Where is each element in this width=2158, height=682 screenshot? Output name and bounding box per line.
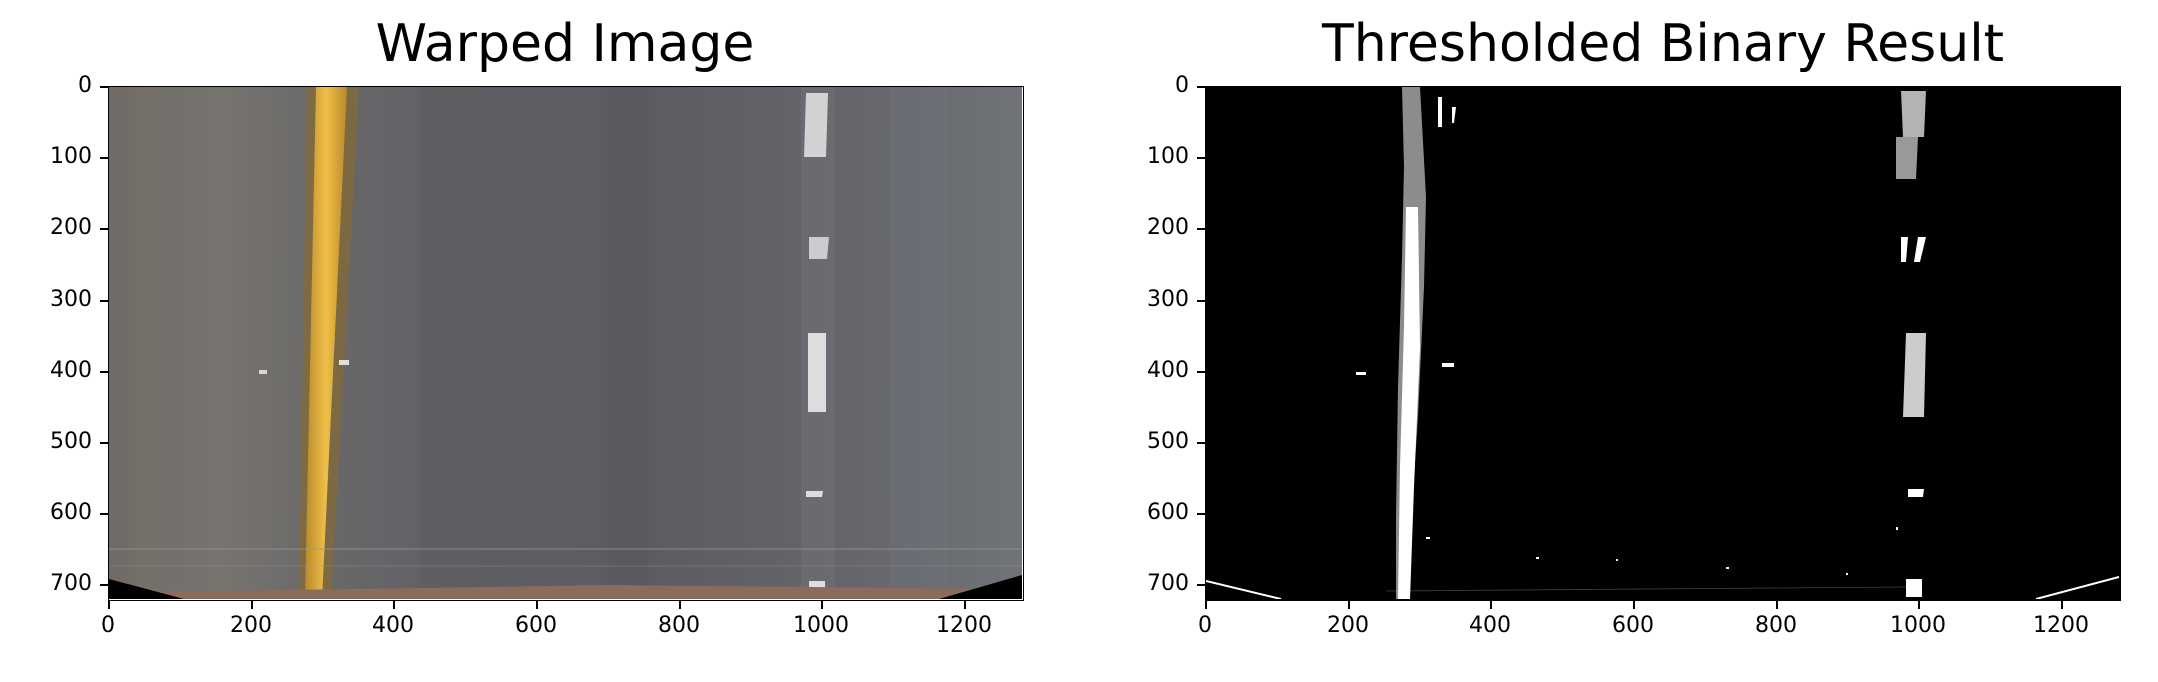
ground-strip <box>109 585 1022 599</box>
noise-pixels <box>1356 363 1898 575</box>
binary-ytick-label: 200 <box>1147 215 1189 240</box>
binary-xtick-label: 800 <box>1755 613 1797 638</box>
warped-xtick-label: 1200 <box>936 613 992 638</box>
warped-xtick-label: 400 <box>372 613 414 638</box>
binary-ytick-label: 400 <box>1147 358 1189 383</box>
right-corner-edge <box>2035 576 2119 599</box>
warped-ytick-label: 200 <box>50 215 92 240</box>
binary-xtick-label: 1200 <box>2033 613 2089 638</box>
left-lane-pixels <box>1396 87 1456 599</box>
warped-ytick-label: 500 <box>50 429 92 454</box>
right-lane-pixels <box>1896 91 1926 597</box>
binary-ytick-label: 700 <box>1147 571 1189 596</box>
warped-xtick-label: 1000 <box>793 613 849 638</box>
binary-xtick-label: 400 <box>1469 613 1511 638</box>
panel-title-binary: Thresholded Binary Result <box>1321 14 2005 74</box>
warped-ytick-label: 600 <box>50 500 92 525</box>
left-corner-edge <box>1206 580 1282 599</box>
binary-ytick-label: 100 <box>1147 144 1189 169</box>
binary-road-image <box>1206 87 2119 599</box>
road-surface <box>109 87 1022 599</box>
binary-ytick-label: 0 <box>1175 73 1189 98</box>
warped-image-axes <box>108 86 1024 601</box>
warped-ytick-label: 400 <box>50 358 92 383</box>
warped-ytick-label: 0 <box>78 73 92 98</box>
binary-xtick-label: 200 <box>1327 613 1369 638</box>
binary-ytick-label: 300 <box>1147 287 1189 312</box>
white-lane-line <box>804 93 829 595</box>
binary-xtick-label: 0 <box>1198 613 1212 638</box>
binary-image-axes <box>1205 86 2121 601</box>
binary-ytick-label: 500 <box>1147 429 1189 454</box>
warped-xtick-label: 800 <box>658 613 700 638</box>
binary-xtick-label: 1000 <box>1890 613 1946 638</box>
warped-ytick-label: 100 <box>50 144 92 169</box>
warped-xtick-label: 0 <box>101 613 115 638</box>
warped-xtick-label: 600 <box>515 613 557 638</box>
right-corner-mask <box>939 575 1022 599</box>
left-corner-mask <box>109 579 184 599</box>
warped-xtick-label: 200 <box>230 613 272 638</box>
binary-ytick-label: 600 <box>1147 500 1189 525</box>
panel-title-warped: Warped Image <box>375 14 755 74</box>
warped-ytick-label: 300 <box>50 287 92 312</box>
warped-ytick-label: 700 <box>50 571 92 596</box>
warped-road-image <box>109 87 1022 599</box>
binary-xtick-label: 600 <box>1612 613 1654 638</box>
